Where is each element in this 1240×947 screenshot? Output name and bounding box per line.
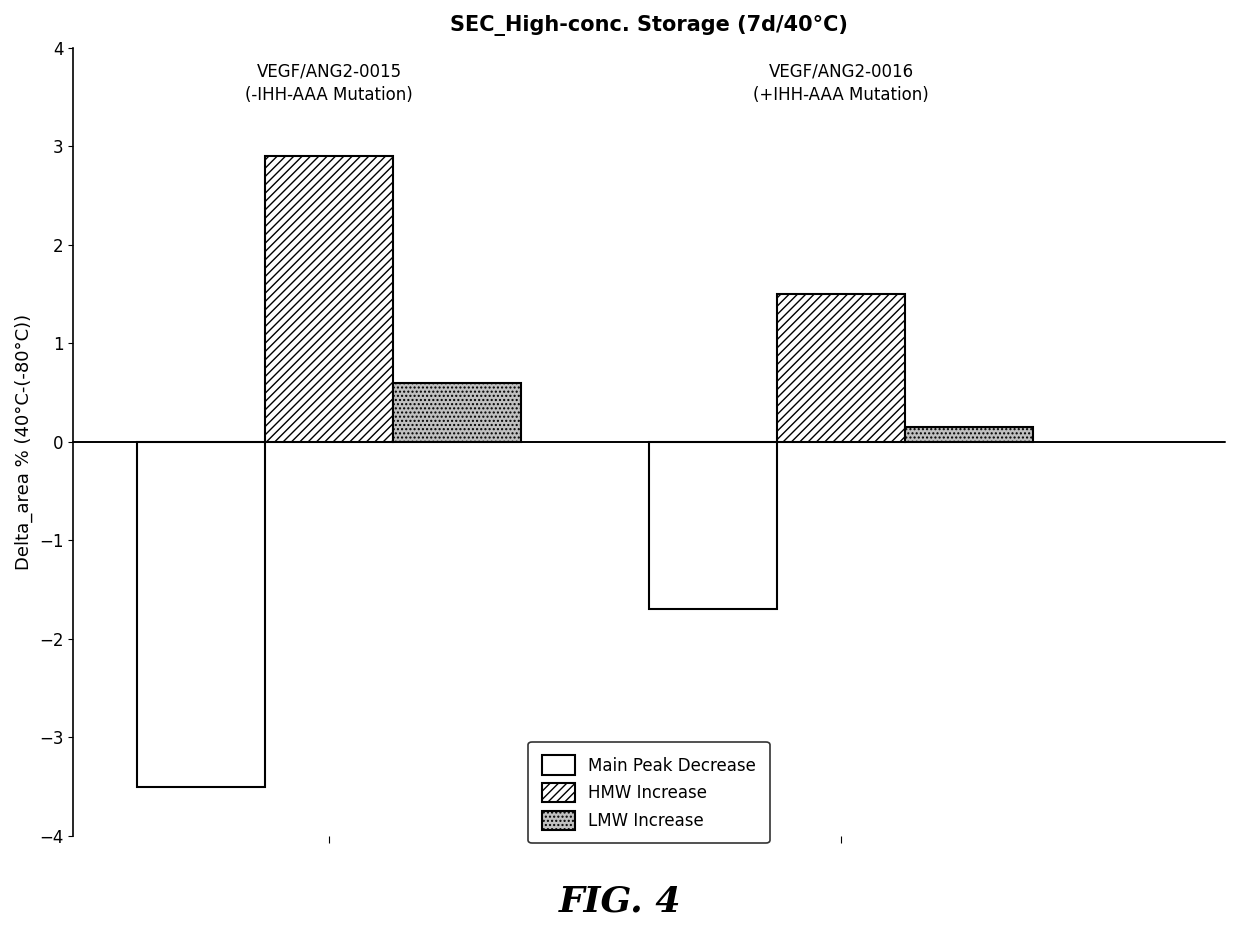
Y-axis label: Delta_area % (40°C-(-80°C)): Delta_area % (40°C-(-80°C))	[15, 313, 33, 570]
Text: VEGF/ANG2-0016
(+IHH-AAA Mutation): VEGF/ANG2-0016 (+IHH-AAA Mutation)	[753, 63, 929, 104]
Text: FIG. 4: FIG. 4	[559, 884, 681, 919]
Bar	[649, 441, 777, 609]
Bar	[905, 427, 1033, 441]
Legend: Main Peak Decrease, HMW Increase, LMW Increase: Main Peak Decrease, HMW Increase, LMW In…	[528, 742, 770, 843]
Bar	[138, 441, 265, 787]
Text: VEGF/ANG2-0015
(-IHH-AAA Mutation): VEGF/ANG2-0015 (-IHH-AAA Mutation)	[246, 63, 413, 104]
Bar	[265, 156, 393, 441]
Bar	[777, 294, 905, 441]
Title: SEC_High-conc. Storage (7d/40°C): SEC_High-conc. Storage (7d/40°C)	[450, 15, 848, 36]
Bar	[393, 383, 521, 441]
